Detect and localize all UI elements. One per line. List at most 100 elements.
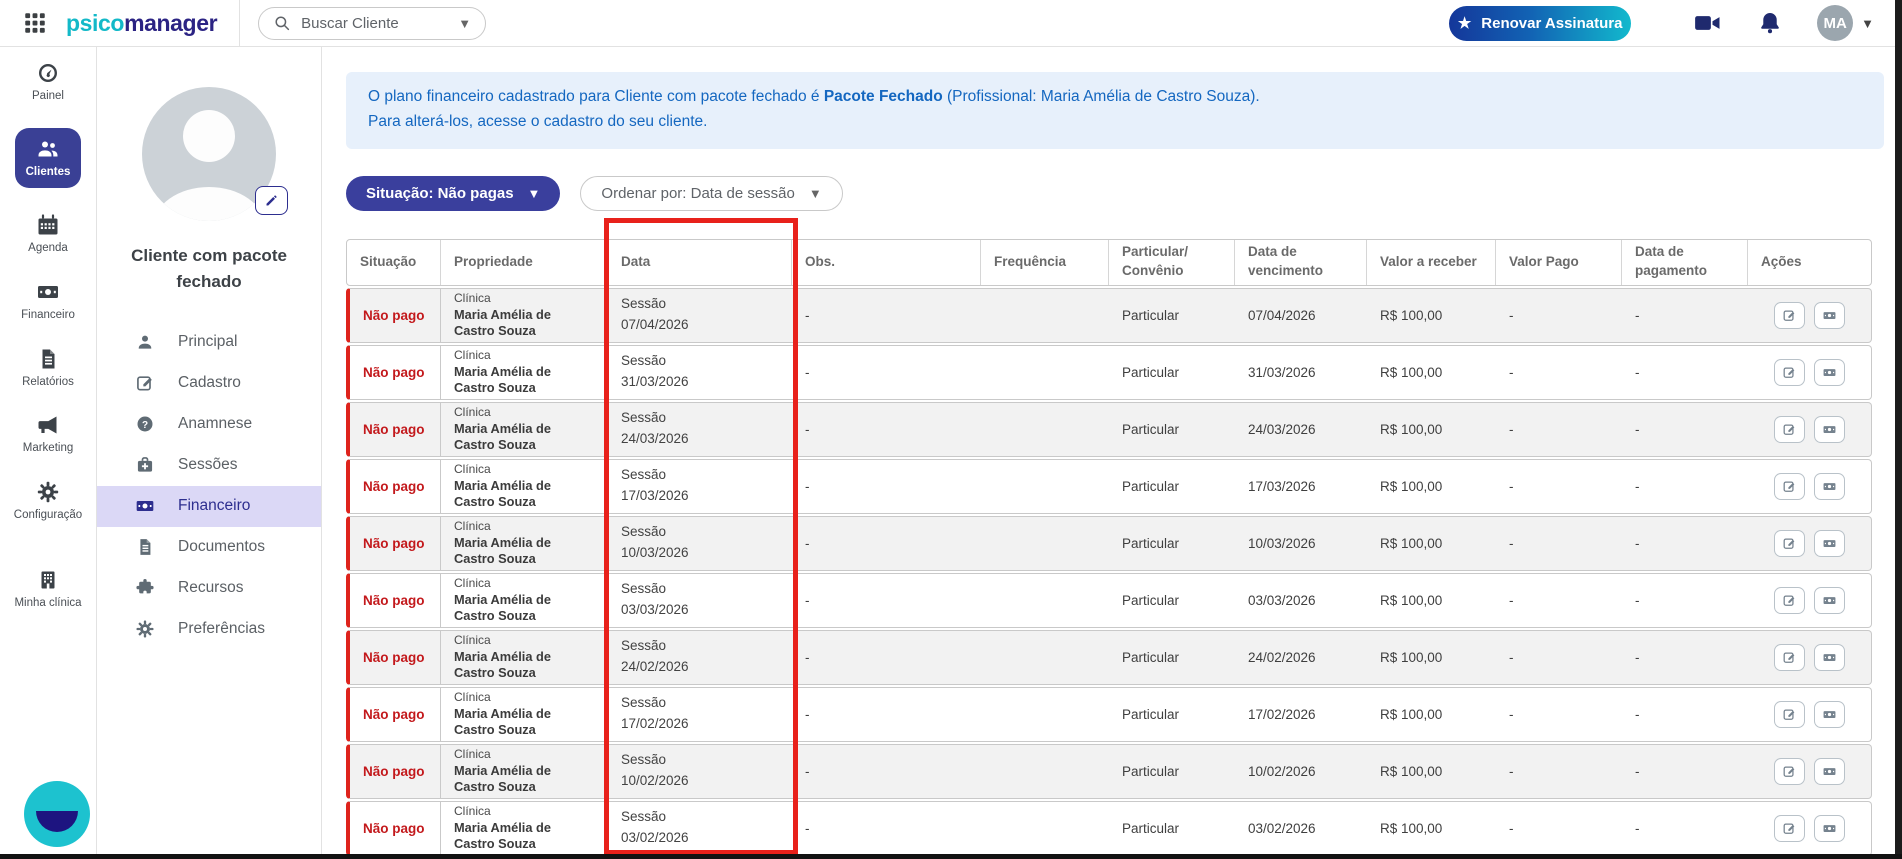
edit-payment-button[interactable] xyxy=(1774,700,1805,728)
client-menu-item-label: Documentos xyxy=(178,538,266,556)
valor-a-receber-cell: R$ 100,00 xyxy=(1380,592,1443,608)
obs-cell: - xyxy=(805,706,810,722)
client-menu-item-recursos[interactable]: Recursos xyxy=(97,568,321,609)
medical-bag-icon xyxy=(135,455,155,475)
register-payment-button[interactable] xyxy=(1814,586,1845,614)
valor-a-receber-cell: R$ 100,00 xyxy=(1380,364,1443,380)
register-payment-button[interactable] xyxy=(1814,472,1845,500)
data-vencimento-cell: 17/02/2026 xyxy=(1248,706,1316,722)
chat-widget-button[interactable] xyxy=(24,781,90,847)
sidebar-item-relat-rios[interactable]: Relatórios xyxy=(4,347,92,389)
table-row: Não pago Clínica Maria Amélia de Castro … xyxy=(346,401,1872,457)
banknote-icon xyxy=(1823,596,1836,604)
sidebar-item-clientes[interactable]: Clientes xyxy=(15,127,81,189)
edit-square-icon xyxy=(135,373,155,393)
renew-subscription-button[interactable]: ★ Renovar Assinatura xyxy=(1449,5,1632,41)
edit-payment-button[interactable] xyxy=(1774,415,1805,443)
sidebar-item-painel[interactable]: Painel xyxy=(4,61,92,103)
apps-grid-icon[interactable] xyxy=(22,10,48,36)
client-menu-item-prefer-ncias[interactable]: Preferências xyxy=(97,609,321,650)
obs-cell: - xyxy=(805,478,810,494)
user-avatar[interactable]: MA xyxy=(1817,5,1854,41)
edit-payment-button[interactable] xyxy=(1774,643,1805,671)
sidebar-item-label: Agenda xyxy=(28,242,68,255)
propriedade-cell: Clínica Maria Amélia de Castro Souza xyxy=(454,633,551,680)
people-icon xyxy=(36,137,60,161)
calendar-icon xyxy=(36,213,60,237)
sidebar-item-configura-o[interactable]: Configuração xyxy=(4,480,92,522)
document-icon xyxy=(36,347,60,371)
edit-payment-button[interactable] xyxy=(1774,358,1805,386)
register-payment-button[interactable] xyxy=(1814,301,1845,329)
edit-avatar-button[interactable] xyxy=(255,186,288,215)
obs-cell: - xyxy=(805,820,810,836)
propriedade-cell: Clínica Maria Amélia de Castro Souza xyxy=(454,405,551,452)
data-pagamento-cell: - xyxy=(1635,706,1640,722)
data-cell: Sessão 03/03/2026 xyxy=(621,581,689,618)
client-menu-item-anamnese[interactable]: ? Anamnese xyxy=(97,404,321,445)
client-menu-item-cadastro[interactable]: Cadastro xyxy=(97,363,321,404)
search-client-dropdown[interactable]: Buscar Cliente ▼ xyxy=(258,6,487,40)
column-header: Propriedade xyxy=(441,239,608,285)
user-menu-chevron-icon[interactable]: ▼ xyxy=(1861,15,1874,31)
edit-payment-button[interactable] xyxy=(1774,472,1805,500)
obs-cell: - xyxy=(805,307,810,323)
edit-payment-button[interactable] xyxy=(1774,757,1805,785)
sidebar-item-label: Minha clínica xyxy=(14,597,82,610)
edit-payment-button[interactable] xyxy=(1774,814,1805,842)
register-payment-button[interactable] xyxy=(1814,529,1845,557)
frequencia-cell xyxy=(981,403,1109,456)
client-menu-item-principal[interactable]: Principal xyxy=(97,322,321,363)
sidebar-item-agenda[interactable]: Agenda xyxy=(4,213,92,255)
acoes-cell xyxy=(1748,403,1871,456)
client-menu-item-financeiro[interactable]: Financeiro xyxy=(97,485,321,527)
data-pagamento-cell: - xyxy=(1635,820,1640,836)
question-icon: ? xyxy=(135,414,155,434)
column-header: Data de pagamento xyxy=(1622,239,1748,285)
valor-pago-cell: - xyxy=(1509,820,1514,836)
client-menu-item-label: Cadastro xyxy=(178,374,241,392)
gauge-icon xyxy=(36,61,60,85)
column-header: Data xyxy=(608,239,792,285)
acoes-cell xyxy=(1748,745,1871,798)
sidebar-item-financeiro[interactable]: Financeiro xyxy=(4,280,92,322)
ordenar-filter-button[interactable]: Ordenar por: Data de sessão ▼ xyxy=(580,175,843,211)
smile-icon xyxy=(36,810,78,832)
sidebar-item-marketing[interactable]: Marketing xyxy=(4,413,92,455)
register-payment-button[interactable] xyxy=(1814,415,1845,443)
edit-payment-button[interactable] xyxy=(1774,586,1805,614)
edit-payment-button[interactable] xyxy=(1774,301,1805,329)
register-payment-button[interactable] xyxy=(1814,358,1845,386)
video-call-icon[interactable] xyxy=(1693,8,1723,38)
chevron-down-icon: ▼ xyxy=(458,15,472,31)
table-row: Não pago Clínica Maria Amélia de Castro … xyxy=(346,515,1872,571)
acoes-cell xyxy=(1748,802,1871,855)
obs-cell: - xyxy=(805,649,810,665)
register-payment-button[interactable] xyxy=(1814,814,1845,842)
client-menu-item-label: Principal xyxy=(178,333,238,351)
status-unpaid-label: Não pago xyxy=(363,592,425,608)
register-payment-button[interactable] xyxy=(1814,700,1845,728)
client-menu-item-sess-es[interactable]: Sessões xyxy=(97,445,321,486)
notifications-bell-icon[interactable] xyxy=(1757,10,1783,36)
banknote-icon xyxy=(36,280,60,304)
banner-line1: O plano financeiro cadastrado para Clien… xyxy=(368,88,1260,105)
table-row: Não pago Clínica Maria Amélia de Castro … xyxy=(346,629,1872,685)
obs-cell: - xyxy=(805,535,810,551)
gear-icon xyxy=(36,480,60,504)
table-row: Não pago Clínica Maria Amélia de Castro … xyxy=(346,800,1872,856)
status-unpaid-label: Não pago xyxy=(363,820,425,836)
data-vencimento-cell: 10/03/2026 xyxy=(1248,535,1316,551)
valor-a-receber-cell: R$ 100,00 xyxy=(1380,478,1443,494)
status-unpaid-label: Não pago xyxy=(363,364,425,380)
column-header: Ações xyxy=(1761,253,1802,269)
sidebar-item-minha-cl-nica[interactable]: Minha clínica xyxy=(4,568,92,610)
column-header: Situação xyxy=(347,239,441,285)
client-menu-item-documentos[interactable]: Documentos xyxy=(97,527,321,568)
situacao-filter-button[interactable]: Situação: Não pagas ▼ xyxy=(346,175,561,211)
edit-icon xyxy=(1783,766,1795,777)
register-payment-button[interactable] xyxy=(1814,757,1845,785)
star-icon: ★ xyxy=(1457,15,1472,32)
register-payment-button[interactable] xyxy=(1814,643,1845,671)
edit-payment-button[interactable] xyxy=(1774,529,1805,557)
